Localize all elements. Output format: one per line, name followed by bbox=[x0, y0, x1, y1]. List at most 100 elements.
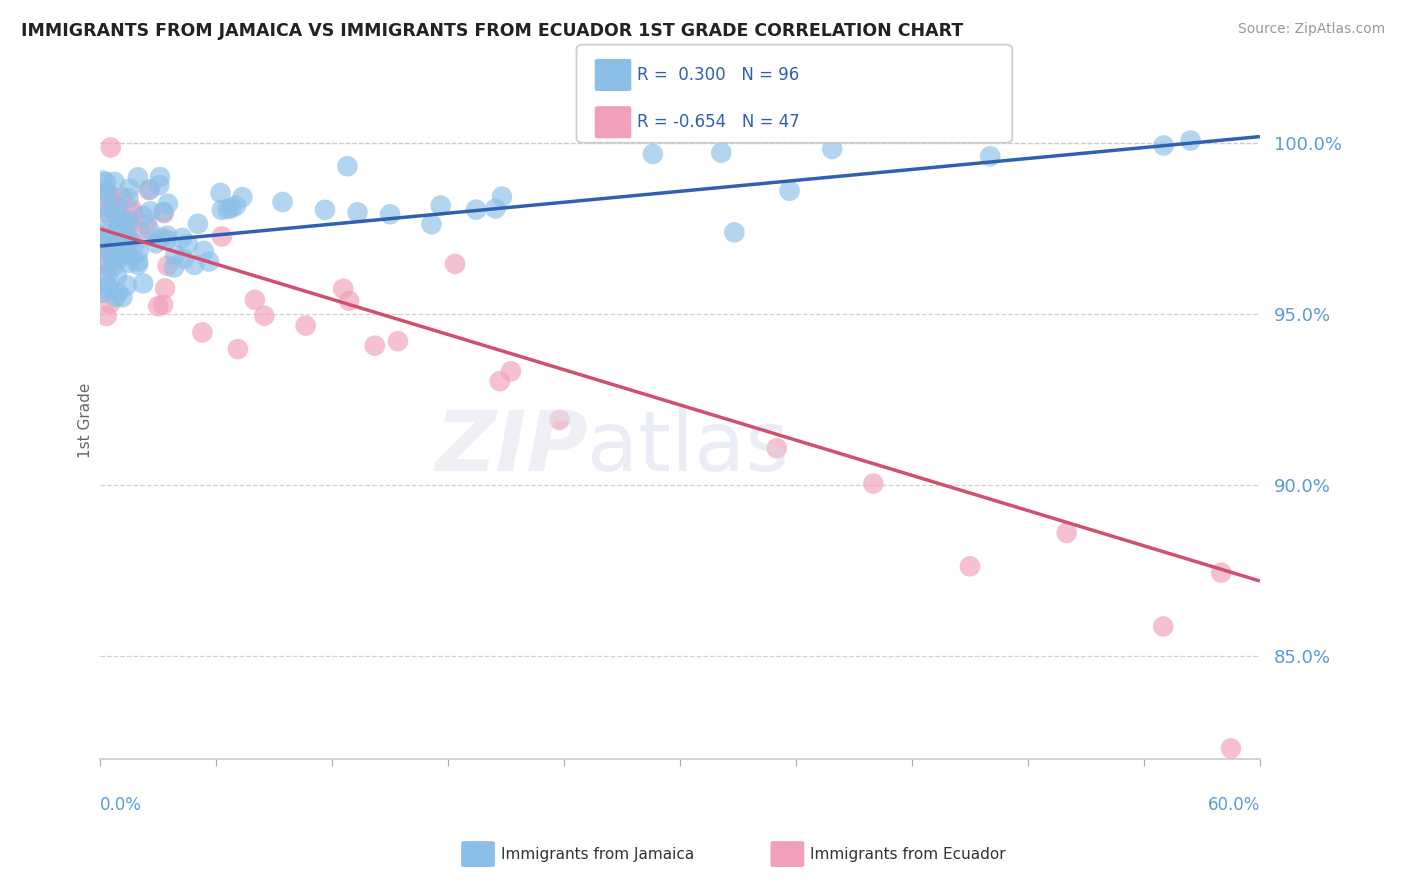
Point bbox=[1152, 619, 1174, 633]
Point bbox=[156, 259, 179, 273]
Point bbox=[91, 258, 114, 272]
Point bbox=[97, 268, 120, 282]
Point bbox=[127, 244, 149, 259]
Point bbox=[378, 207, 401, 221]
Point bbox=[132, 277, 155, 291]
Point bbox=[723, 226, 745, 240]
Point bbox=[217, 202, 239, 216]
Point bbox=[104, 290, 127, 304]
Point bbox=[91, 282, 114, 296]
Point bbox=[138, 223, 160, 237]
Point bbox=[172, 231, 194, 245]
Point bbox=[1180, 134, 1202, 148]
Point bbox=[127, 254, 149, 268]
Point bbox=[979, 149, 1001, 163]
Point bbox=[96, 185, 118, 199]
Point bbox=[488, 374, 510, 388]
Point bbox=[110, 231, 132, 245]
Point bbox=[107, 285, 129, 300]
Point bbox=[191, 326, 214, 340]
Point bbox=[94, 235, 117, 250]
Point bbox=[294, 318, 316, 333]
Point bbox=[129, 225, 152, 239]
Point bbox=[420, 217, 443, 231]
Point bbox=[346, 205, 368, 219]
Point bbox=[108, 222, 131, 236]
Point bbox=[114, 229, 136, 244]
Point bbox=[108, 219, 131, 233]
Point bbox=[117, 191, 139, 205]
Point bbox=[111, 246, 134, 260]
Point bbox=[444, 257, 467, 271]
Point bbox=[135, 217, 157, 231]
Point bbox=[225, 198, 247, 212]
Point bbox=[779, 184, 801, 198]
Point bbox=[139, 182, 162, 196]
Point bbox=[98, 232, 121, 246]
Point bbox=[91, 230, 114, 244]
Point bbox=[121, 202, 143, 216]
Point bbox=[103, 260, 125, 274]
Point bbox=[96, 309, 118, 323]
Point bbox=[118, 232, 141, 246]
Text: Immigrants from Jamaica: Immigrants from Jamaica bbox=[501, 847, 693, 862]
Point bbox=[93, 285, 115, 300]
Point bbox=[103, 175, 125, 189]
Point bbox=[121, 206, 143, 220]
Point bbox=[735, 120, 758, 134]
Point bbox=[548, 413, 571, 427]
Point bbox=[465, 202, 488, 217]
Point bbox=[108, 252, 131, 266]
Point bbox=[94, 186, 117, 200]
Point bbox=[93, 199, 115, 213]
Point bbox=[1056, 525, 1078, 540]
Point bbox=[105, 198, 128, 212]
Point bbox=[91, 268, 114, 283]
Point bbox=[98, 201, 121, 215]
Point bbox=[187, 217, 209, 231]
Point bbox=[1153, 138, 1175, 153]
Point bbox=[156, 233, 179, 247]
Point bbox=[139, 204, 162, 219]
Point bbox=[387, 334, 409, 349]
Point bbox=[108, 221, 131, 235]
Point bbox=[118, 182, 141, 196]
Point bbox=[193, 244, 215, 258]
Point bbox=[152, 298, 174, 312]
Point bbox=[145, 236, 167, 251]
Point bbox=[165, 248, 187, 262]
Point bbox=[149, 169, 172, 184]
Point bbox=[665, 120, 688, 134]
Text: R =  0.300   N = 96: R = 0.300 N = 96 bbox=[637, 66, 799, 84]
Point bbox=[491, 189, 513, 203]
Point bbox=[93, 254, 115, 268]
Point bbox=[148, 299, 170, 313]
Text: 0.0%: 0.0% bbox=[100, 796, 142, 814]
Text: R = -0.654   N = 47: R = -0.654 N = 47 bbox=[637, 113, 800, 131]
Point bbox=[183, 258, 205, 272]
Point bbox=[173, 252, 195, 266]
Point bbox=[821, 142, 844, 156]
Text: IMMIGRANTS FROM JAMAICA VS IMMIGRANTS FROM ECUADOR 1ST GRADE CORRELATION CHART: IMMIGRANTS FROM JAMAICA VS IMMIGRANTS FR… bbox=[21, 22, 963, 40]
Point bbox=[94, 244, 117, 259]
Point bbox=[221, 201, 243, 215]
Text: Immigrants from Ecuador: Immigrants from Ecuador bbox=[810, 847, 1005, 862]
Point bbox=[152, 205, 174, 219]
Point bbox=[484, 202, 506, 216]
Text: atlas: atlas bbox=[588, 407, 789, 488]
Point bbox=[98, 207, 121, 221]
Point bbox=[156, 196, 179, 211]
Point bbox=[862, 476, 884, 491]
Point bbox=[100, 194, 122, 209]
Point bbox=[108, 247, 131, 261]
Point bbox=[226, 342, 249, 356]
Point bbox=[253, 309, 276, 323]
Y-axis label: 1st Grade: 1st Grade bbox=[79, 383, 93, 458]
Point bbox=[1219, 741, 1241, 756]
Point bbox=[112, 215, 135, 229]
Point bbox=[115, 245, 138, 260]
Point bbox=[765, 441, 787, 455]
Point bbox=[959, 559, 981, 574]
Point bbox=[100, 201, 122, 215]
Point bbox=[117, 212, 139, 227]
